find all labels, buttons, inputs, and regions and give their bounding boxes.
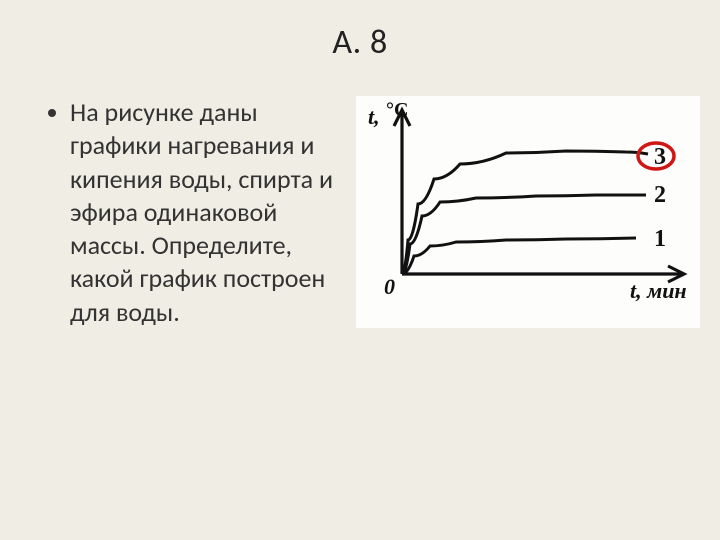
y-axis-unit: °C	[386, 99, 408, 121]
y-axis-label: t,	[368, 104, 380, 129]
heating-chart: t, °C 0 t, мин 1 2 3	[356, 96, 700, 328]
slide: А. 8 На рисунке даны графики нагревания …	[0, 0, 720, 540]
curve-2	[402, 195, 646, 274]
bullet-dot-icon	[48, 109, 56, 117]
chart-svg: t, °C 0 t, мин 1 2 3	[356, 96, 700, 328]
x-axis-label: t, мин	[630, 278, 687, 303]
curve-3	[402, 151, 648, 274]
bullet-text: На рисунке даны графики нагревания и кип…	[70, 96, 348, 329]
body-text: На рисунке даны графики нагревания и кип…	[48, 96, 348, 329]
curve-1-label: 1	[654, 226, 666, 252]
origin-label: 0	[384, 274, 395, 299]
slide-title: А. 8	[0, 22, 720, 63]
curve-1	[402, 238, 636, 274]
bullet-item: На рисунке даны графики нагревания и кип…	[48, 96, 348, 329]
curve-2-label: 2	[654, 182, 666, 208]
